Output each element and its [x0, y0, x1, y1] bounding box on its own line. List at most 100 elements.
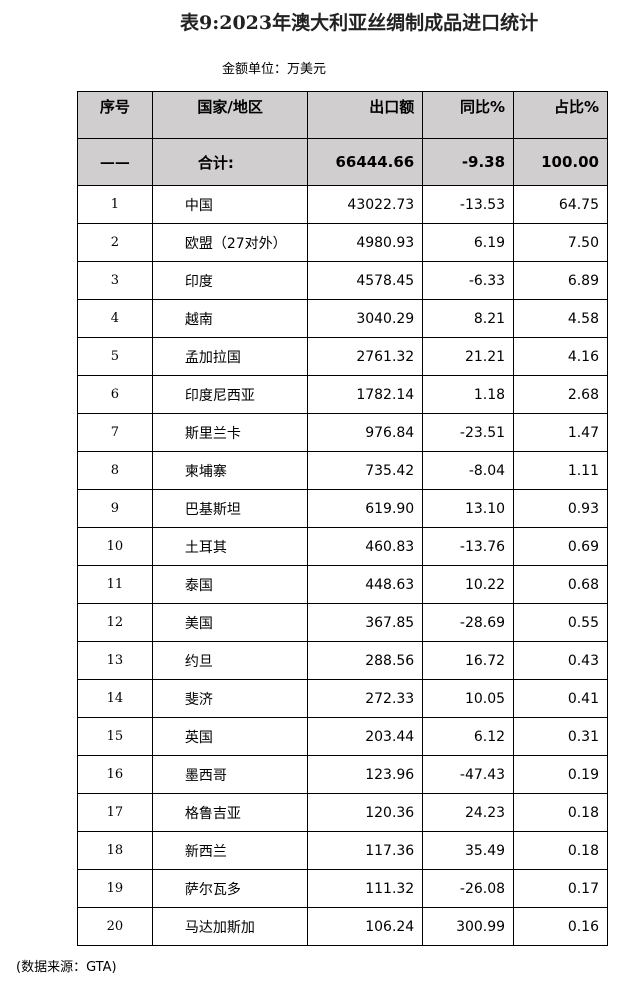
table-row: 7 斯里兰卡 976.84 -23.51 1.47 [77, 413, 608, 452]
cell-share: 6.89 [513, 261, 608, 300]
table-row: 19 萨尔瓦多 111.32 -26.08 0.17 [77, 869, 608, 908]
total-row: —— 合计: 66444.66 -9.38 100.00 [77, 138, 608, 186]
table-row: 13 约旦 288.56 16.72 0.43 [77, 641, 608, 680]
cell-yoy: -26.08 [422, 869, 515, 908]
cell-value: 288.56 [307, 641, 424, 680]
table-row: 17 格鲁吉亚 120.36 24.23 0.18 [77, 793, 608, 832]
cell-share: 0.18 [513, 831, 608, 870]
cell-share: 2.68 [513, 375, 608, 414]
cell-country: 英国 [151, 717, 309, 756]
cell-value: 4578.45 [307, 261, 424, 300]
cell-share: 0.41 [513, 679, 608, 718]
cell-share: 0.16 [513, 907, 608, 946]
cell-share: 0.43 [513, 641, 608, 680]
cell-value: 2761.32 [307, 337, 424, 376]
cell-yoy: -28.69 [422, 603, 515, 642]
unit-label: 金额单位：万美元 [222, 62, 327, 77]
cell-rank: 12 [77, 603, 153, 642]
table-row: 15 英国 203.44 6.12 0.31 [77, 717, 608, 756]
cell-value: 1782.14 [307, 375, 424, 414]
header-row: 序号 国家/地区 出口额 同比% 占比% [77, 91, 608, 139]
cell-share: 0.93 [513, 489, 608, 528]
cell-value: 976.84 [307, 413, 424, 452]
header-share: 占比% [513, 91, 608, 139]
cell-yoy: 1.18 [422, 375, 515, 414]
table-row: 1 中国 43022.73 -13.53 64.75 [77, 185, 608, 224]
cell-share: 0.68 [513, 565, 608, 604]
cell-share: 64.75 [513, 185, 608, 224]
cell-share: 4.58 [513, 299, 608, 338]
cell-country: 斯里兰卡 [151, 413, 309, 452]
cell-rank: 3 [77, 261, 153, 300]
cell-rank: 15 [77, 717, 153, 756]
cell-value: 117.36 [307, 831, 424, 870]
cell-country: 越南 [151, 299, 309, 338]
table-row: 18 新西兰 117.36 35.49 0.18 [77, 831, 608, 870]
table-row: 3 印度 4578.45 -6.33 6.89 [77, 261, 608, 300]
cell-rank: 7 [77, 413, 153, 452]
table-row: 5 孟加拉国 2761.32 21.21 4.16 [77, 337, 608, 376]
cell-country: 马达加斯加 [151, 907, 309, 946]
cell-rank: 4 [77, 299, 153, 338]
table-row: 20 马达加斯加 106.24 300.99 0.16 [77, 907, 608, 946]
cell-rank: 1 [77, 185, 153, 224]
cell-rank: 6 [77, 375, 153, 414]
cell-country: 新西兰 [151, 831, 309, 870]
cell-yoy: 6.12 [422, 717, 515, 756]
cell-country: 印度尼西亚 [151, 375, 309, 414]
cell-country: 孟加拉国 [151, 337, 309, 376]
cell-share: 0.19 [513, 755, 608, 794]
cell-value: 448.63 [307, 565, 424, 604]
cell-yoy: 8.21 [422, 299, 515, 338]
cell-value: 203.44 [307, 717, 424, 756]
cell-rank: 17 [77, 793, 153, 832]
cell-share: 0.18 [513, 793, 608, 832]
import-table: 序号 国家/地区 出口额 同比% 占比% —— 合计: 66444.66 -9.… [77, 91, 608, 946]
total-share: 100.00 [513, 138, 608, 186]
cell-yoy: -13.53 [422, 185, 515, 224]
table-row: 14 斐济 272.33 10.05 0.41 [77, 679, 608, 718]
cell-country: 中国 [151, 185, 309, 224]
cell-country: 巴基斯坦 [151, 489, 309, 528]
cell-yoy: 13.10 [422, 489, 515, 528]
cell-value: 735.42 [307, 451, 424, 490]
header-value: 出口额 [307, 91, 424, 139]
cell-yoy: 300.99 [422, 907, 515, 946]
cell-share: 4.16 [513, 337, 608, 376]
header-rank: 序号 [77, 91, 153, 139]
cell-rank: 14 [77, 679, 153, 718]
cell-country: 柬埔寨 [151, 451, 309, 490]
total-yoy: -9.38 [422, 138, 515, 186]
cell-yoy: -8.04 [422, 451, 515, 490]
cell-yoy: 21.21 [422, 337, 515, 376]
cell-country: 泰国 [151, 565, 309, 604]
cell-country: 斐济 [151, 679, 309, 718]
cell-rank: 9 [77, 489, 153, 528]
table-row: 16 墨西哥 123.96 -47.43 0.19 [77, 755, 608, 794]
cell-yoy: 16.72 [422, 641, 515, 680]
table-row: 6 印度尼西亚 1782.14 1.18 2.68 [77, 375, 608, 414]
cell-share: 1.47 [513, 413, 608, 452]
cell-country: 约旦 [151, 641, 309, 680]
cell-yoy: 6.19 [422, 223, 515, 262]
cell-yoy: 35.49 [422, 831, 515, 870]
cell-share: 0.69 [513, 527, 608, 566]
table-row: 8 柬埔寨 735.42 -8.04 1.11 [77, 451, 608, 490]
source-note: (数据来源：GTA) [16, 960, 117, 975]
table-row: 10 土耳其 460.83 -13.76 0.69 [77, 527, 608, 566]
cell-yoy: 10.05 [422, 679, 515, 718]
cell-country: 格鲁吉亚 [151, 793, 309, 832]
table-title: 表9:2023年澳大利亚丝绸制成品进口统计 [180, 12, 539, 34]
cell-yoy: -23.51 [422, 413, 515, 452]
cell-value: 106.24 [307, 907, 424, 946]
header-yoy: 同比% [422, 91, 515, 139]
total-rank: —— [77, 138, 153, 186]
total-value: 66444.66 [307, 138, 424, 186]
cell-country: 欧盟（27对外） [151, 223, 309, 262]
cell-country: 墨西哥 [151, 755, 309, 794]
cell-rank: 5 [77, 337, 153, 376]
total-label: 合计: [151, 138, 309, 186]
table-row: 12 美国 367.85 -28.69 0.55 [77, 603, 608, 642]
cell-rank: 8 [77, 451, 153, 490]
cell-value: 3040.29 [307, 299, 424, 338]
